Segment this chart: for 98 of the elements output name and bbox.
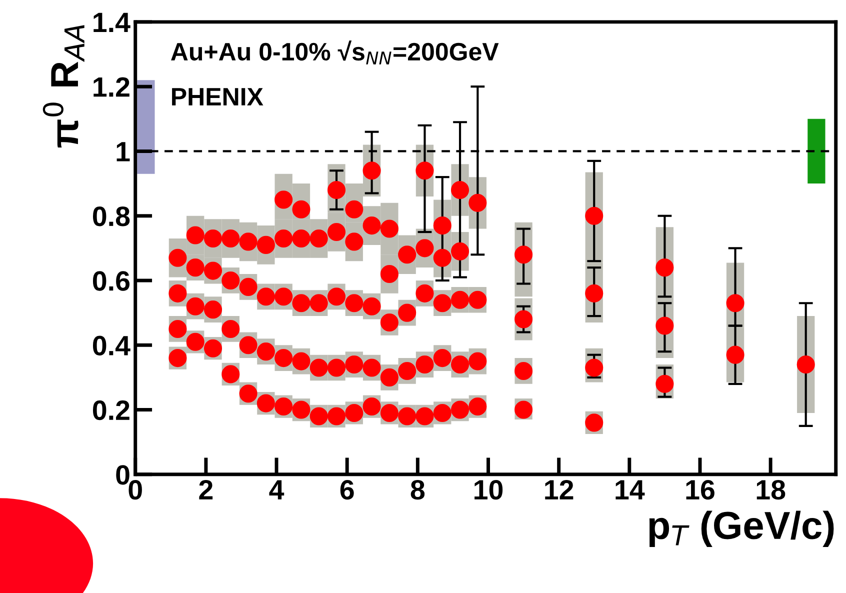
point [327, 180, 346, 200]
point [345, 232, 364, 251]
point [274, 190, 293, 209]
x-tick-label: 2 [199, 480, 213, 500]
point [416, 239, 434, 258]
y-tick-label: 0.4 [92, 336, 130, 356]
point [585, 284, 604, 302]
point [327, 358, 346, 377]
point [168, 248, 187, 267]
point [450, 180, 470, 200]
point [380, 264, 398, 284]
y-tick-label: 1.2 [94, 77, 130, 97]
x-axis-title: p$_{T}$ (GeV/c) [649, 510, 834, 547]
point [256, 288, 275, 306]
point [204, 229, 222, 248]
point [345, 355, 364, 374]
x-tick-label: 4 [269, 480, 284, 500]
annotation: PHENIX [172, 88, 264, 106]
point [292, 229, 310, 248]
y-tick-label: 0 [116, 465, 130, 485]
point [168, 320, 187, 338]
x-tick-label: 8 [410, 480, 425, 500]
point [239, 278, 258, 296]
point [585, 206, 604, 225]
point [514, 362, 533, 380]
point [204, 262, 222, 280]
point [345, 200, 364, 218]
point [222, 229, 240, 248]
y-tick-label: 1 [116, 142, 130, 162]
y-axis-title: π$^{0}$ R$_{AA}$ [42, 25, 84, 148]
point [380, 368, 398, 386]
point [168, 284, 187, 302]
bar [808, 118, 826, 184]
point [398, 362, 416, 380]
point [450, 355, 470, 374]
point [362, 162, 381, 180]
y-tick-label: 0.2 [92, 400, 130, 420]
point [656, 374, 674, 393]
y-tick-label: 0.6 [92, 271, 130, 291]
y-tick-label: 1.4 [94, 12, 130, 32]
bar [137, 80, 155, 174]
point [416, 284, 434, 302]
point [398, 304, 416, 322]
point [468, 194, 487, 212]
point [656, 316, 674, 335]
point [450, 242, 470, 260]
point [345, 294, 364, 312]
point [416, 355, 434, 374]
point [450, 290, 470, 309]
point [256, 342, 275, 361]
point [239, 336, 258, 354]
point [310, 294, 328, 312]
x-tick-label: 12 [545, 480, 574, 500]
point [256, 236, 275, 254]
x-tick-label: 14 [616, 480, 645, 500]
point [433, 216, 452, 235]
point [186, 226, 204, 244]
point [222, 320, 240, 338]
point [514, 310, 533, 328]
point [585, 358, 604, 377]
point [204, 300, 222, 319]
point [514, 246, 533, 264]
point [380, 313, 398, 332]
x-tick-label: 16 [686, 480, 714, 500]
point [239, 232, 258, 251]
point [796, 355, 815, 374]
annotation: Au+Au 0-10% √s$_{NN}$=200GeV [171, 40, 499, 64]
point [468, 352, 487, 370]
point [186, 297, 204, 316]
x-tick-label: 6 [340, 480, 354, 500]
point [362, 358, 381, 377]
point [274, 349, 293, 368]
point [380, 220, 398, 238]
point [362, 297, 381, 316]
point [274, 229, 293, 248]
point [656, 258, 674, 277]
point [292, 200, 310, 218]
point [726, 294, 744, 312]
point [222, 271, 240, 290]
point [310, 358, 328, 377]
point [433, 248, 452, 267]
point [398, 246, 416, 264]
point [292, 294, 310, 312]
point [362, 216, 381, 235]
point [327, 288, 346, 306]
point [310, 229, 328, 248]
point [433, 294, 452, 312]
point [274, 288, 293, 306]
point [726, 346, 744, 364]
point [433, 349, 452, 368]
point [468, 290, 487, 309]
point [416, 162, 434, 180]
x-tick-label: 18 [756, 480, 786, 500]
point [327, 222, 346, 242]
point [186, 258, 204, 277]
y-tick-label: 0.8 [92, 206, 130, 226]
x-tick-label: 10 [474, 480, 503, 500]
point [292, 352, 310, 370]
